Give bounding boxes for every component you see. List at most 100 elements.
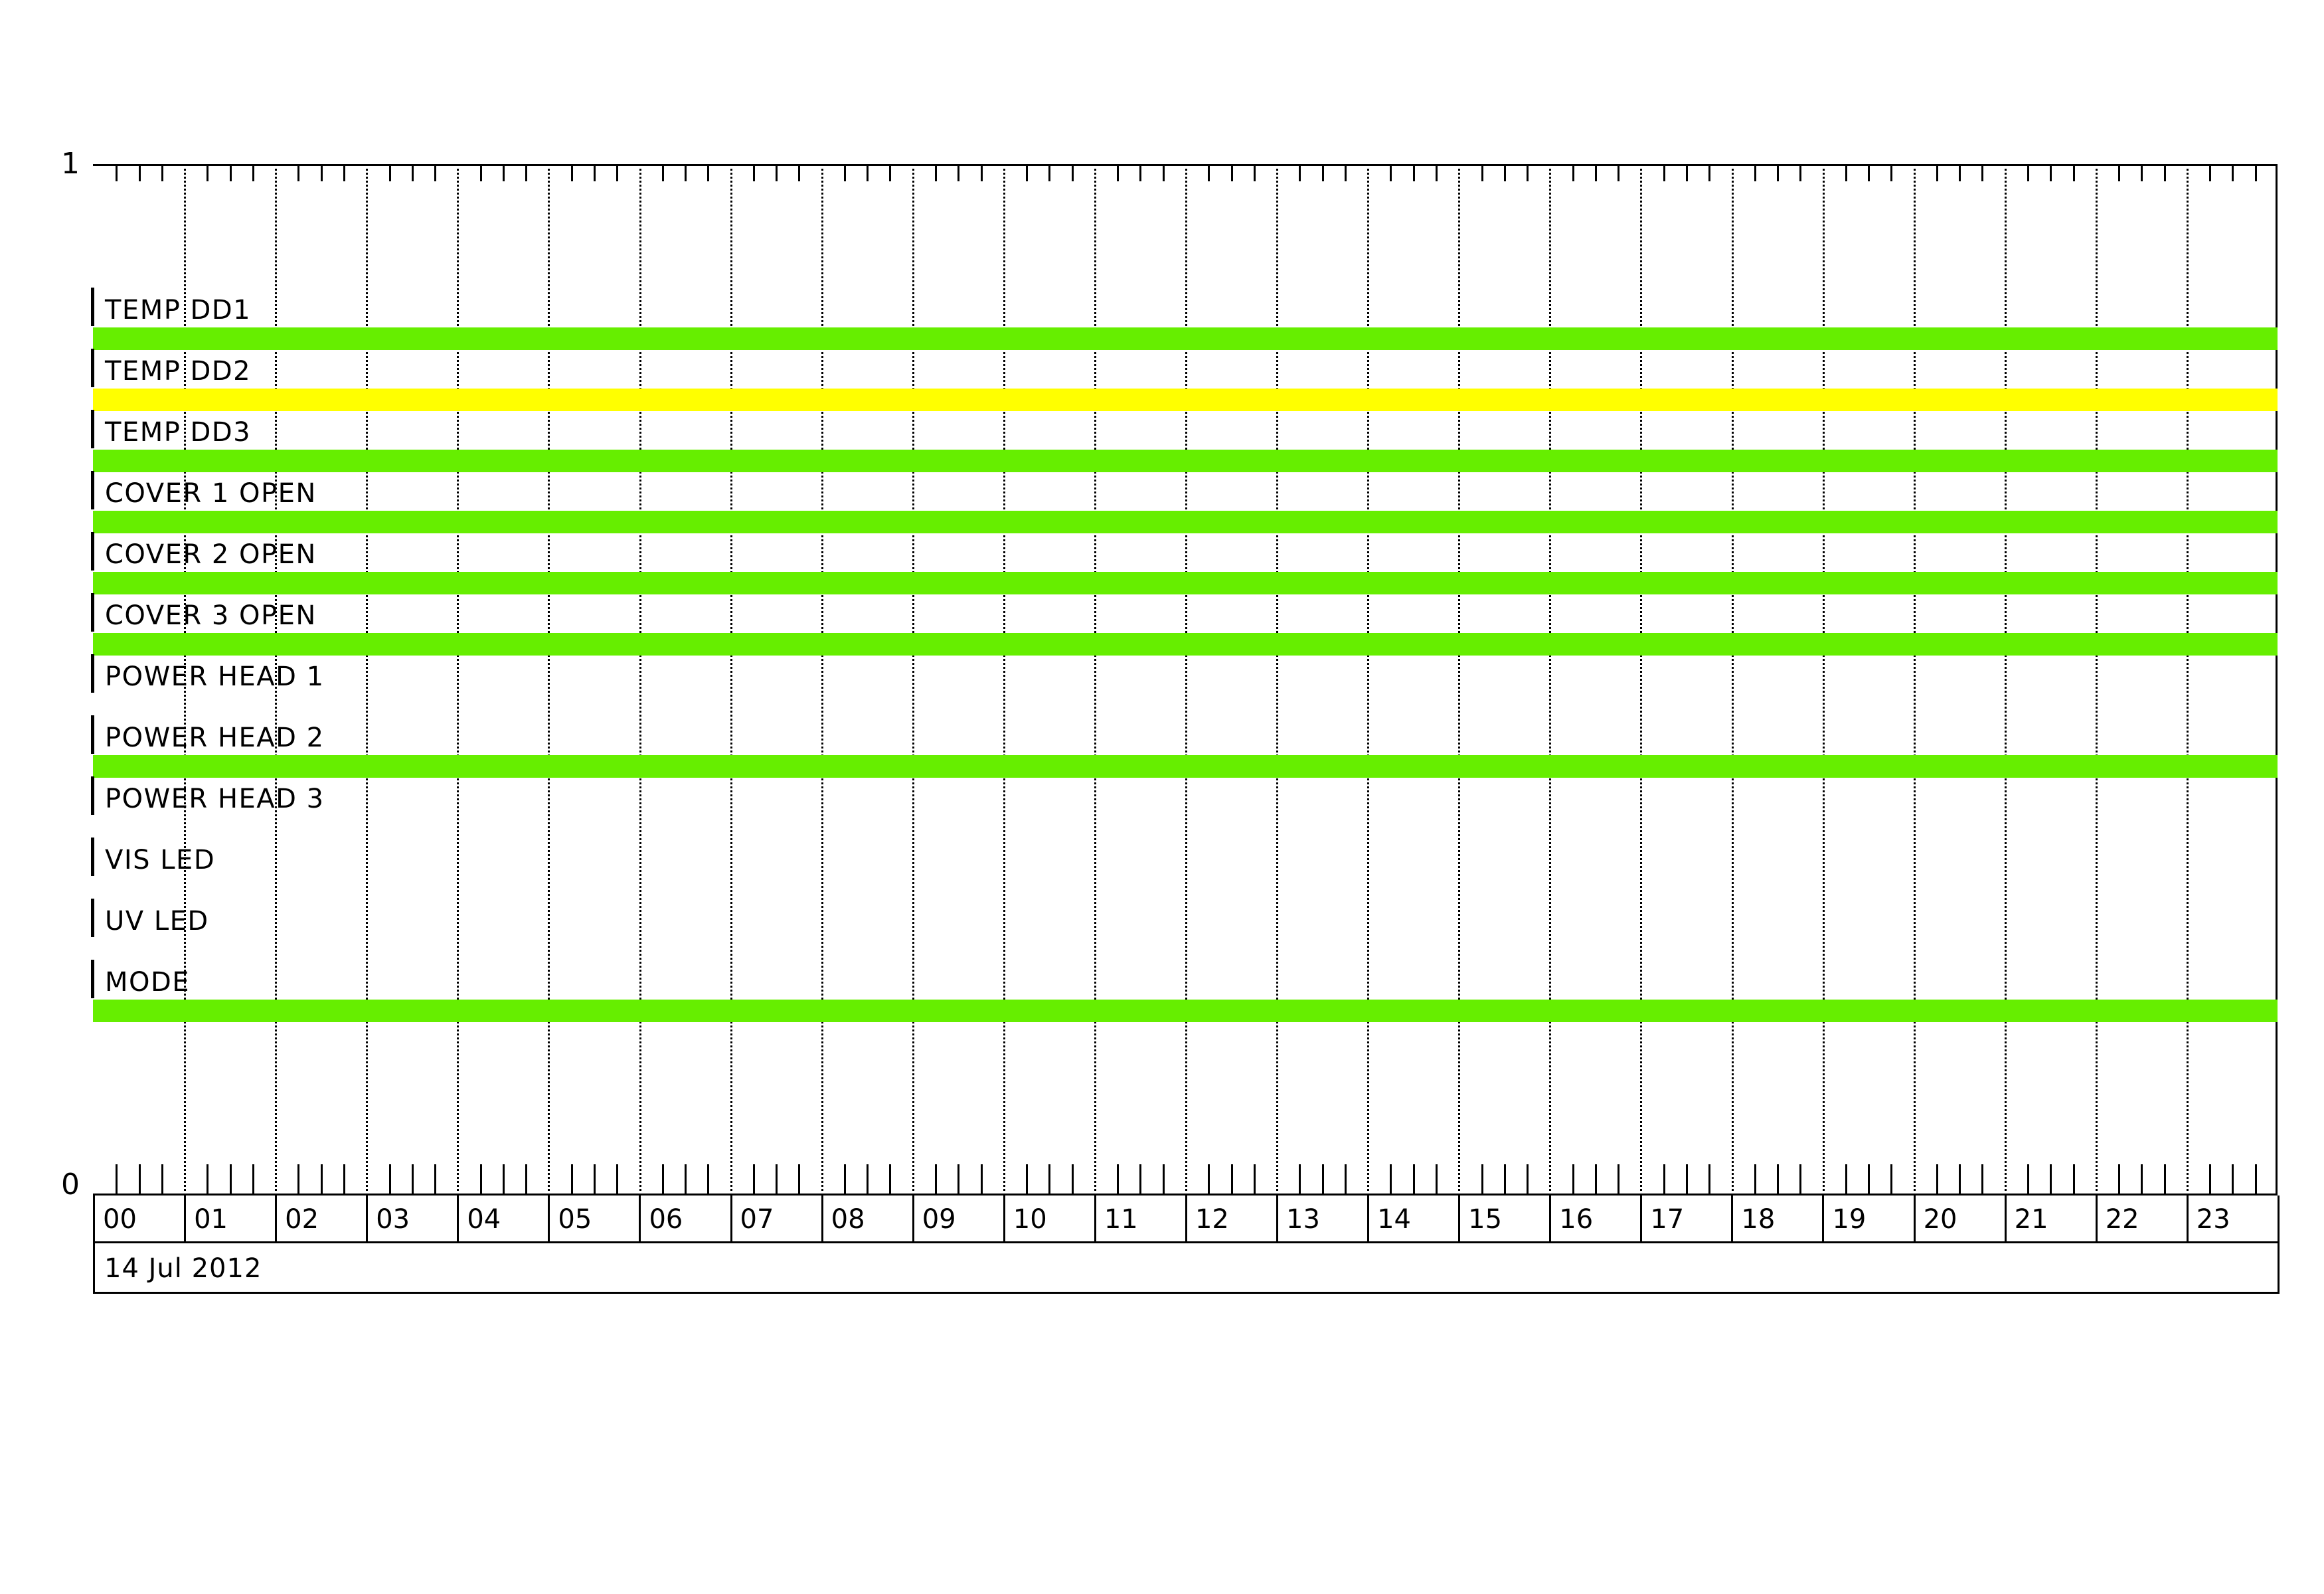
- channel-row[interactable]: TEMP DD1: [91, 288, 2278, 357]
- channel-label: POWER HEAD 2: [105, 723, 325, 753]
- channel-label: POWER HEAD 3: [105, 784, 325, 814]
- hour-gridline: [1458, 164, 1461, 1196]
- hour-label-cell: 23: [2189, 1196, 2280, 1241]
- channel-label: COVER 2 OPEN: [105, 539, 317, 570]
- channel-row[interactable]: POWER HEAD 2: [91, 715, 2278, 784]
- minor-tick-bottom: [707, 1164, 710, 1194]
- minor-tick-bottom: [1981, 1164, 1984, 1194]
- hour-gridline: [2095, 164, 2098, 1196]
- minor-tick-bottom: [252, 1164, 254, 1194]
- channel-label: VIS LED: [105, 845, 216, 875]
- minor-tick-top: [207, 164, 209, 181]
- hour-gridline: [1822, 164, 1825, 1196]
- channel-state-bar[interactable]: [93, 511, 2278, 533]
- hour-label-cell: 14: [1369, 1196, 1461, 1241]
- channel-row[interactable]: POWER HEAD 3: [91, 776, 2278, 845]
- hour-label-cell: 11: [1096, 1196, 1187, 1241]
- row-axis-stub: [91, 960, 94, 998]
- hour-gridline: [821, 164, 823, 1196]
- channel-state-bar[interactable]: [93, 389, 2278, 411]
- minor-tick-top: [320, 164, 323, 181]
- channel-row[interactable]: MODE: [91, 960, 2278, 1029]
- hour-label-cell: 05: [550, 1196, 641, 1241]
- channel-label: COVER 3 OPEN: [105, 600, 317, 631]
- minor-tick-bottom: [616, 1164, 619, 1194]
- minor-tick-top: [707, 164, 710, 181]
- minor-tick-top: [616, 164, 619, 181]
- channel-row[interactable]: VIS LED: [91, 838, 2278, 907]
- row-axis-stub: [91, 776, 94, 815]
- minor-tick-bottom: [161, 1164, 163, 1194]
- minor-tick-bottom: [479, 1164, 482, 1194]
- hour-label-cell: 04: [459, 1196, 550, 1241]
- hour-label-cell: 06: [641, 1196, 732, 1241]
- channel-row[interactable]: COVER 1 OPEN: [91, 471, 2278, 540]
- minor-tick-top: [1390, 164, 1392, 181]
- minor-tick-bottom: [411, 1164, 414, 1194]
- minor-tick-bottom: [1230, 1164, 1233, 1194]
- minor-tick-top: [502, 164, 505, 181]
- channel-row[interactable]: TEMP DD3: [91, 410, 2278, 479]
- hour-gridline: [730, 164, 732, 1196]
- minor-tick-top: [2163, 164, 2166, 181]
- channel-row[interactable]: POWER HEAD 1: [91, 654, 2278, 723]
- hour-label-cell: 12: [1187, 1196, 1279, 1241]
- minor-tick-top: [229, 164, 232, 181]
- hour-label-cell: 18: [1733, 1196, 1825, 1241]
- minor-tick-bottom: [1936, 1164, 1938, 1194]
- channel-state-bar[interactable]: [93, 755, 2278, 778]
- channel-row[interactable]: UV LED: [91, 899, 2278, 968]
- minor-tick-top: [2254, 164, 2257, 181]
- plot-right-border: [2276, 164, 2278, 1196]
- minor-tick-bottom: [1321, 1164, 1324, 1194]
- minor-tick-bottom: [116, 1164, 118, 1194]
- minor-tick-bottom: [1253, 1164, 1256, 1194]
- minor-tick-top: [1208, 164, 1210, 181]
- minor-tick-bottom: [1708, 1164, 1711, 1194]
- minor-tick-top: [798, 164, 801, 181]
- minor-tick-top: [1890, 164, 1893, 181]
- minor-tick-top: [479, 164, 482, 181]
- minor-tick-bottom: [1139, 1164, 1142, 1194]
- channel-row[interactable]: COVER 3 OPEN: [91, 593, 2278, 662]
- hour-gridline: [1094, 164, 1096, 1196]
- minor-tick-top: [161, 164, 163, 181]
- channel-state-bar[interactable]: [93, 327, 2278, 350]
- minor-tick-top: [343, 164, 345, 181]
- minor-tick-bottom: [434, 1164, 437, 1194]
- minor-tick-top: [980, 164, 983, 181]
- minor-tick-bottom: [867, 1164, 869, 1194]
- minor-tick-bottom: [1048, 1164, 1051, 1194]
- minor-tick-bottom: [1344, 1164, 1347, 1194]
- hour-gridline: [912, 164, 914, 1196]
- channel-state-bar[interactable]: [93, 572, 2278, 594]
- minor-tick-top: [2118, 164, 2121, 181]
- channel-state-bar[interactable]: [93, 633, 2278, 656]
- minor-tick-top: [685, 164, 687, 181]
- minor-tick-bottom: [2072, 1164, 2075, 1194]
- channel-label: UV LED: [105, 906, 209, 936]
- channel-row[interactable]: TEMP DD2: [91, 349, 2278, 418]
- minor-tick-bottom: [2209, 1164, 2212, 1194]
- minor-tick-top: [1959, 164, 1961, 181]
- channel-label: TEMP DD1: [105, 295, 252, 325]
- minor-tick-bottom: [1572, 1164, 1574, 1194]
- y-axis-label-bottom: 0: [61, 1168, 80, 1201]
- minor-tick-bottom: [2118, 1164, 2121, 1194]
- channel-row[interactable]: COVER 2 OPEN: [91, 532, 2278, 601]
- channel-state-bar[interactable]: [93, 1000, 2278, 1022]
- hour-label-cell: 00: [95, 1196, 187, 1241]
- hour-label-cell: 21: [2007, 1196, 2098, 1241]
- row-axis-stub: [91, 532, 94, 571]
- minor-tick-top: [867, 164, 869, 181]
- minor-tick-top: [593, 164, 596, 181]
- channel-label: COVER 1 OPEN: [105, 478, 317, 509]
- minor-tick-top: [2232, 164, 2234, 181]
- minor-tick-top: [1026, 164, 1029, 181]
- minor-tick-bottom: [1959, 1164, 1961, 1194]
- minor-tick-top: [1685, 164, 1688, 181]
- minor-tick-bottom: [2027, 1164, 2030, 1194]
- hour-label-cell: 10: [1005, 1196, 1096, 1241]
- channel-state-bar[interactable]: [93, 450, 2278, 472]
- minor-tick-bottom: [593, 1164, 596, 1194]
